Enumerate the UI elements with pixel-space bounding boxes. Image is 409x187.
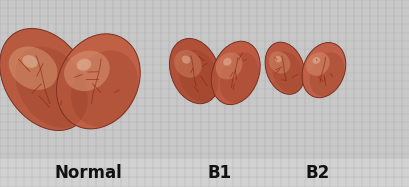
Text: Normal: Normal <box>54 164 122 182</box>
Ellipse shape <box>271 51 303 93</box>
Ellipse shape <box>0 28 90 131</box>
Ellipse shape <box>301 42 345 98</box>
Ellipse shape <box>169 39 220 104</box>
Ellipse shape <box>222 58 231 66</box>
Ellipse shape <box>219 52 258 103</box>
Ellipse shape <box>309 52 344 96</box>
Ellipse shape <box>312 57 319 64</box>
Ellipse shape <box>215 53 242 79</box>
Text: B2: B2 <box>305 164 329 182</box>
Ellipse shape <box>178 50 218 102</box>
Ellipse shape <box>265 42 304 94</box>
Bar <box>0 158 409 187</box>
Ellipse shape <box>56 34 140 129</box>
Ellipse shape <box>64 51 110 91</box>
Ellipse shape <box>71 50 138 127</box>
Ellipse shape <box>76 59 91 71</box>
Ellipse shape <box>9 46 57 90</box>
Ellipse shape <box>181 56 190 64</box>
Ellipse shape <box>305 52 329 76</box>
Ellipse shape <box>211 41 260 105</box>
Ellipse shape <box>15 46 88 128</box>
Text: B1: B1 <box>207 164 231 182</box>
Ellipse shape <box>268 51 290 74</box>
Ellipse shape <box>174 50 201 78</box>
Ellipse shape <box>274 56 281 62</box>
Ellipse shape <box>22 55 38 68</box>
